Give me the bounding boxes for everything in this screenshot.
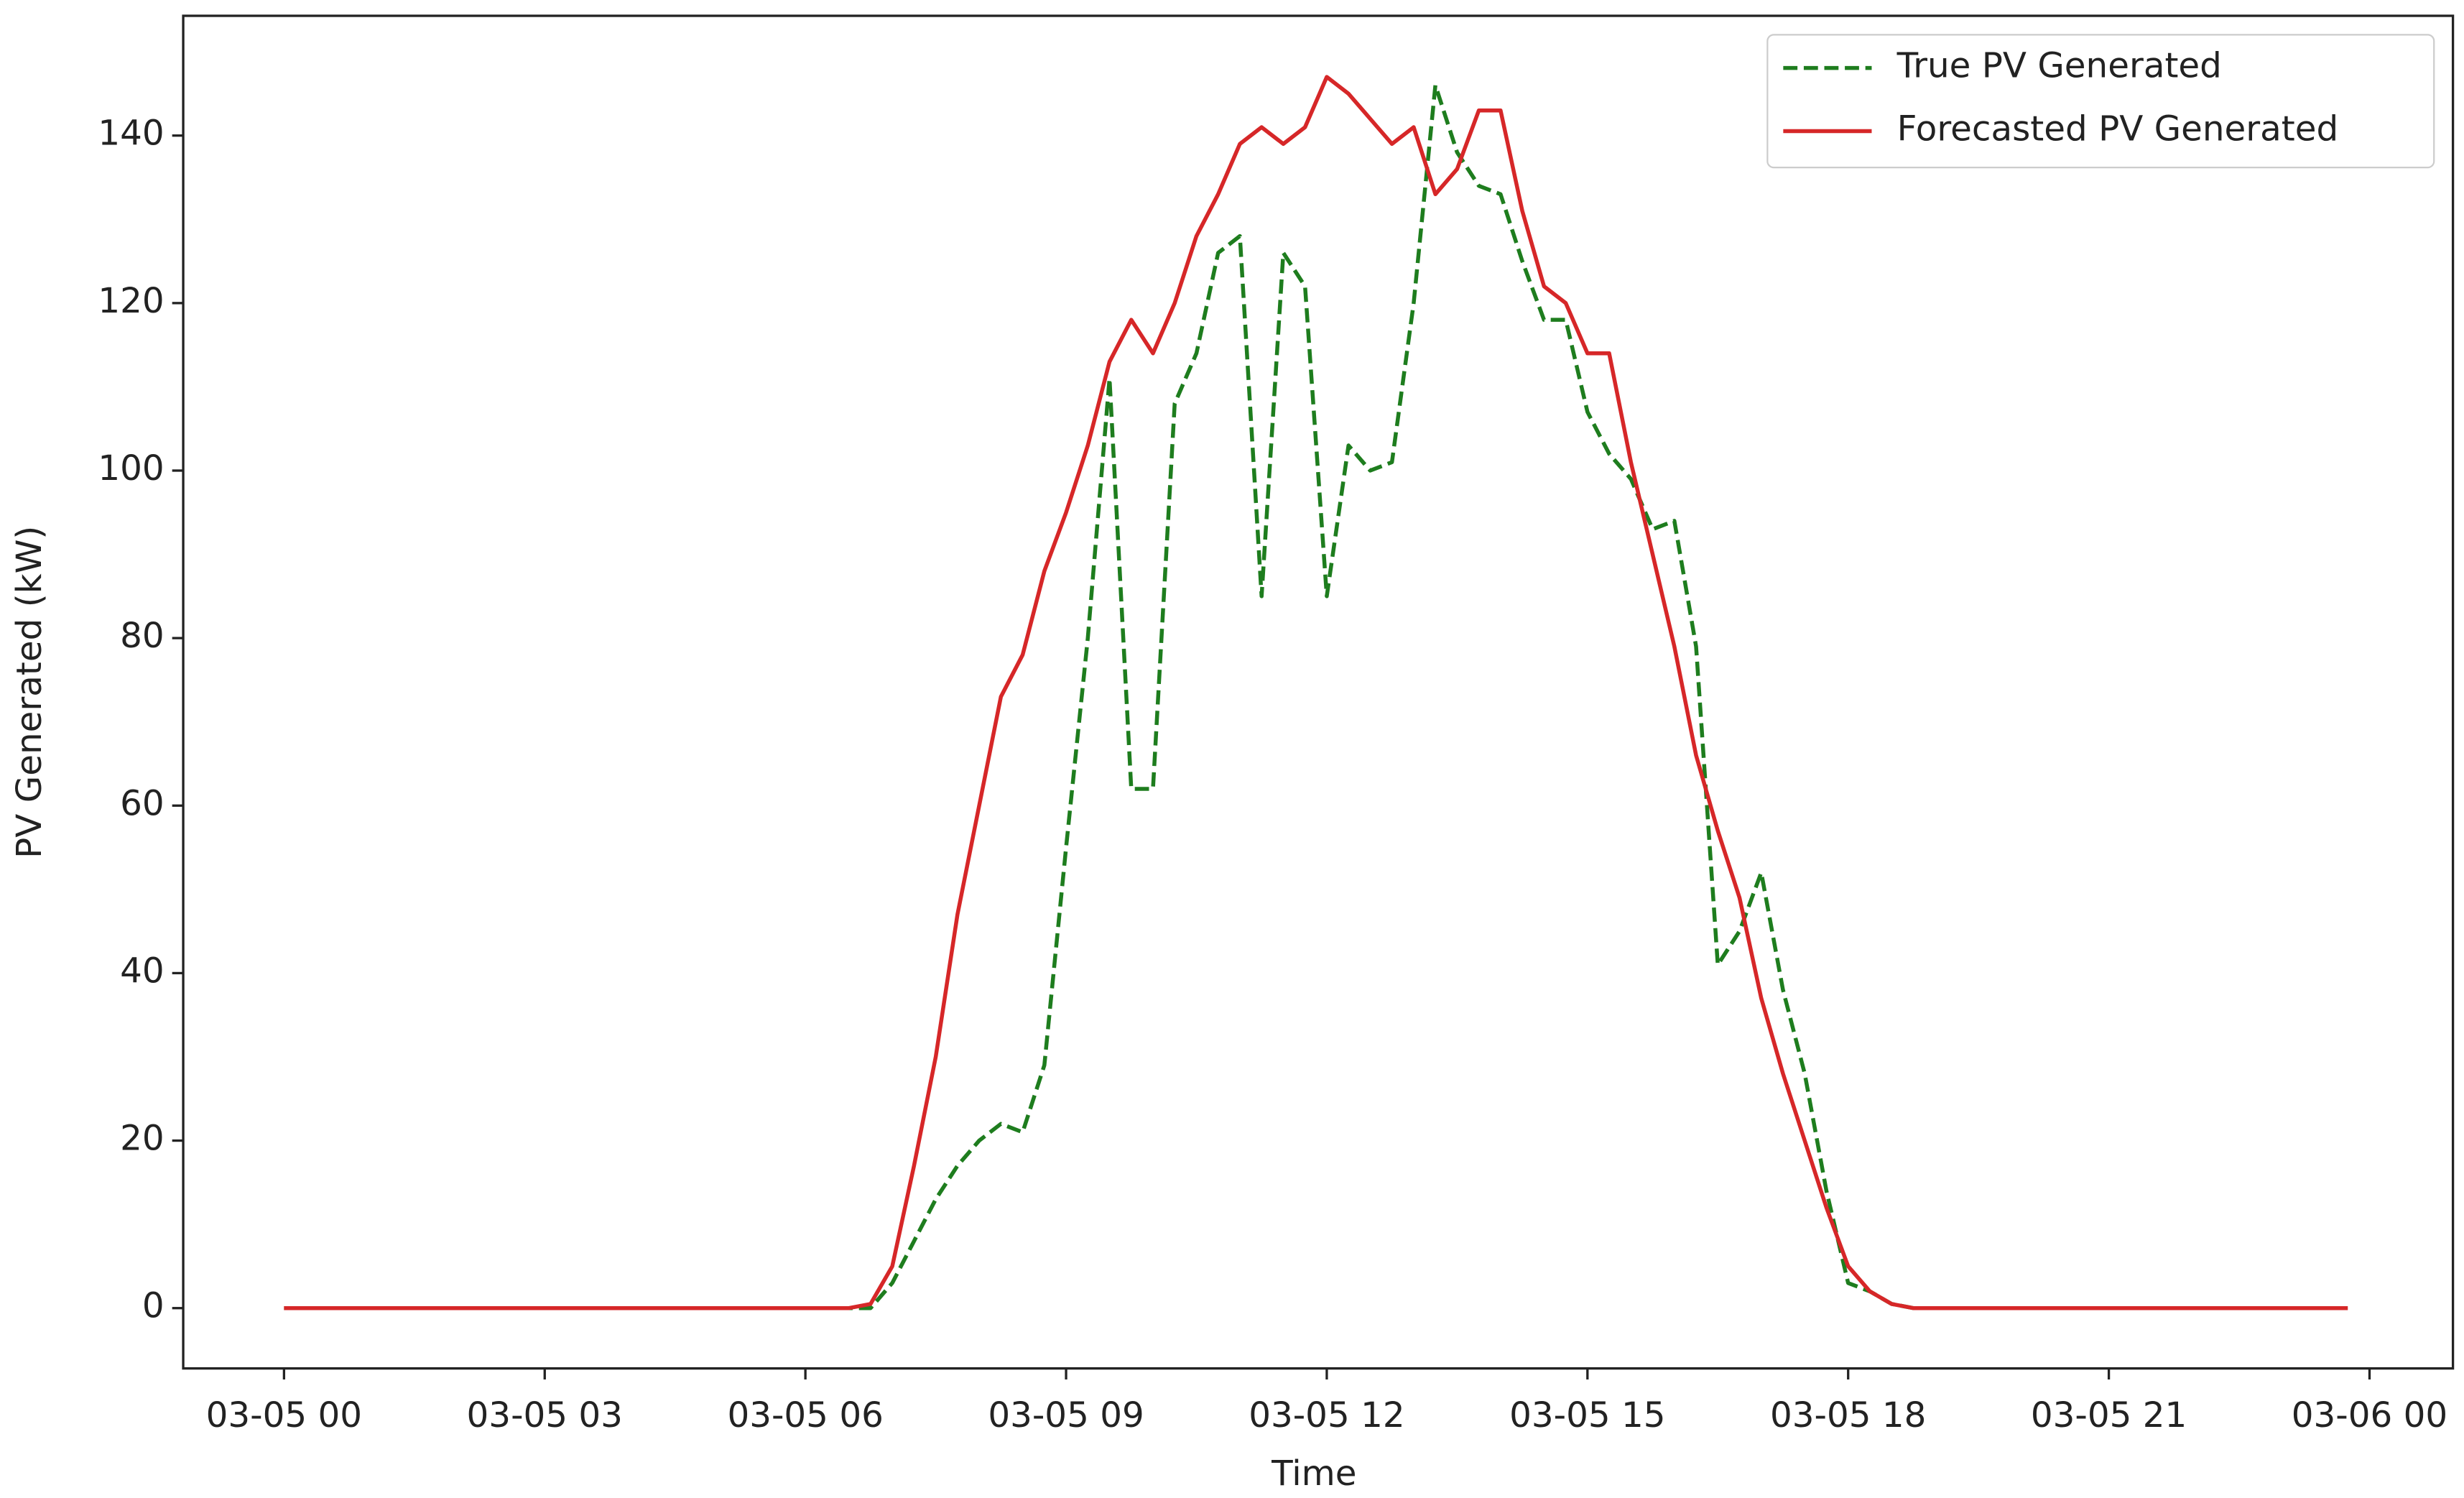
y-tick-label: 80 (120, 616, 165, 656)
x-axis-label: Time (1271, 1453, 1356, 1494)
series-line (284, 83, 2348, 1310)
x-tick-label: 03-05 21 (2031, 1395, 2187, 1435)
legend-box (1766, 34, 2435, 169)
x-tick-label: 03-05 18 (1770, 1395, 1926, 1435)
y-tick-label: 60 (120, 783, 165, 823)
x-tick-label: 03-05 03 (467, 1395, 623, 1435)
y-tick-label: 20 (120, 1119, 165, 1159)
x-tick-label: 03-05 06 (727, 1395, 883, 1435)
y-axis-label: PV Generated (kW) (9, 526, 50, 859)
legend-label: True PV Generated (1896, 46, 2222, 86)
y-tick-label: 100 (98, 448, 164, 489)
x-tick-label: 03-05 15 (1509, 1395, 1665, 1435)
y-tick-label: 140 (98, 114, 164, 154)
x-tick-label: 03-05 09 (988, 1395, 1144, 1435)
legend-label: Forecasted PV Generated (1897, 109, 2339, 149)
x-tick-label: 03-05 12 (1249, 1395, 1404, 1435)
series-line (284, 75, 2348, 1310)
y-tick-label: 120 (98, 281, 164, 321)
x-tick-label: 03-05 00 (206, 1395, 362, 1435)
y-tick-label: 0 (142, 1286, 165, 1326)
y-tick-label: 40 (120, 951, 165, 991)
axes-frame (182, 14, 2455, 1370)
x-tick-label: 03-06 00 (2292, 1395, 2447, 1435)
